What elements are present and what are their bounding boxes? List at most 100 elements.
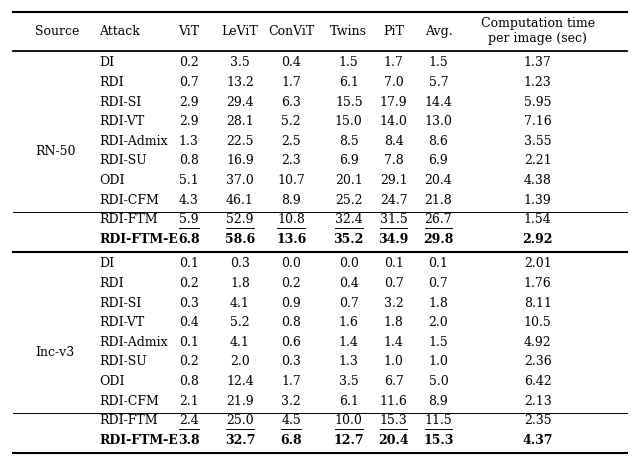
Text: 10.0: 10.0 [335, 414, 363, 427]
Text: 52.9: 52.9 [227, 213, 253, 226]
Text: RDI-FTM: RDI-FTM [99, 213, 158, 226]
Text: 10.8: 10.8 [277, 213, 305, 226]
Text: 1.54: 1.54 [524, 213, 552, 226]
Text: 10.5: 10.5 [524, 316, 552, 329]
Text: 3.5: 3.5 [230, 56, 250, 69]
Text: 0.4: 0.4 [179, 316, 199, 329]
Text: RDI-VT: RDI-VT [99, 316, 145, 329]
Text: 2.9: 2.9 [179, 96, 198, 108]
Text: RDI: RDI [99, 277, 124, 290]
Text: 29.8: 29.8 [423, 233, 454, 246]
Text: 1.3: 1.3 [179, 135, 199, 148]
Text: 8.9: 8.9 [282, 193, 301, 207]
Text: 5.2: 5.2 [282, 115, 301, 128]
Text: 5.2: 5.2 [230, 316, 250, 329]
Text: 5.7: 5.7 [429, 76, 448, 89]
Text: 1.7: 1.7 [282, 375, 301, 388]
Text: 32.4: 32.4 [335, 213, 363, 226]
Text: 28.1: 28.1 [226, 115, 254, 128]
Text: 14.0: 14.0 [380, 115, 408, 128]
Text: RDI-VT: RDI-VT [99, 115, 145, 128]
Text: 34.9: 34.9 [378, 233, 409, 246]
Text: 2.36: 2.36 [524, 355, 552, 368]
Text: 15.5: 15.5 [335, 96, 363, 108]
Text: RN-50: RN-50 [35, 145, 76, 158]
Text: 21.8: 21.8 [424, 193, 452, 207]
Text: 0.8: 0.8 [281, 316, 301, 329]
Text: 13.6: 13.6 [276, 233, 307, 246]
Text: 4.38: 4.38 [524, 174, 552, 187]
Text: 37.0: 37.0 [226, 174, 254, 187]
Text: 7.16: 7.16 [524, 115, 552, 128]
Text: 4.1: 4.1 [230, 297, 250, 309]
Text: ConViT: ConViT [268, 25, 314, 38]
Text: ODI: ODI [99, 174, 125, 187]
Text: RDI-CFM: RDI-CFM [99, 193, 159, 207]
Text: 6.8: 6.8 [178, 233, 200, 246]
Text: 21.9: 21.9 [226, 394, 254, 408]
Text: 8.9: 8.9 [429, 394, 448, 408]
Text: 46.1: 46.1 [226, 193, 254, 207]
Text: 1.8: 1.8 [383, 316, 404, 329]
Text: 2.5: 2.5 [282, 135, 301, 148]
Text: RDI: RDI [99, 76, 124, 89]
Text: 2.92: 2.92 [522, 233, 553, 246]
Text: 0.2: 0.2 [282, 277, 301, 290]
Text: 1.8: 1.8 [230, 277, 250, 290]
Text: 16.9: 16.9 [226, 154, 254, 167]
Text: Attack: Attack [99, 25, 140, 38]
Text: 13.2: 13.2 [226, 76, 254, 89]
Text: 1.6: 1.6 [339, 316, 359, 329]
Text: 1.5: 1.5 [339, 56, 358, 69]
Text: 0.4: 0.4 [339, 277, 359, 290]
Text: 3.5: 3.5 [339, 375, 358, 388]
Text: 5.0: 5.0 [429, 375, 448, 388]
Text: 11.5: 11.5 [424, 414, 452, 427]
Text: 25.0: 25.0 [226, 414, 254, 427]
Text: 2.1: 2.1 [179, 394, 198, 408]
Text: 25.2: 25.2 [335, 193, 362, 207]
Text: 0.2: 0.2 [179, 56, 198, 69]
Text: 0.7: 0.7 [339, 297, 358, 309]
Text: 1.4: 1.4 [383, 336, 404, 349]
Text: 58.6: 58.6 [225, 233, 255, 246]
Text: 17.9: 17.9 [380, 96, 408, 108]
Text: 0.4: 0.4 [281, 56, 301, 69]
Text: 6.3: 6.3 [281, 96, 301, 108]
Text: 0.0: 0.0 [339, 257, 359, 270]
Text: RDI-FTM: RDI-FTM [99, 414, 158, 427]
Text: 8.4: 8.4 [383, 135, 404, 148]
Text: 31.5: 31.5 [380, 213, 408, 226]
Text: 4.37: 4.37 [522, 434, 553, 447]
Text: 0.8: 0.8 [179, 375, 199, 388]
Text: 0.2: 0.2 [179, 277, 198, 290]
Text: DI: DI [99, 257, 115, 270]
Text: LeViT: LeViT [221, 25, 259, 38]
Text: 0.1: 0.1 [383, 257, 404, 270]
Text: 0.1: 0.1 [179, 257, 199, 270]
Text: 8.11: 8.11 [524, 297, 552, 309]
Text: 6.1: 6.1 [339, 76, 359, 89]
Text: 2.21: 2.21 [524, 154, 552, 167]
Text: Twins: Twins [330, 25, 367, 38]
Text: 2.13: 2.13 [524, 394, 552, 408]
Text: 1.37: 1.37 [524, 56, 552, 69]
Text: 24.7: 24.7 [380, 193, 408, 207]
Text: RDI-SU: RDI-SU [99, 355, 147, 368]
Text: 14.4: 14.4 [424, 96, 452, 108]
Text: RDI-SI: RDI-SI [99, 96, 141, 108]
Text: 5.9: 5.9 [179, 213, 198, 226]
Text: 0.0: 0.0 [281, 257, 301, 270]
Text: 1.8: 1.8 [428, 297, 449, 309]
Text: 1.3: 1.3 [339, 355, 359, 368]
Text: PiT: PiT [383, 25, 404, 38]
Text: Inc-v3: Inc-v3 [35, 346, 74, 359]
Text: DI: DI [99, 56, 115, 69]
Text: 2.01: 2.01 [524, 257, 552, 270]
Text: 3.55: 3.55 [524, 135, 552, 148]
Text: 0.3: 0.3 [281, 355, 301, 368]
Text: 6.42: 6.42 [524, 375, 552, 388]
Text: 4.1: 4.1 [230, 336, 250, 349]
Text: 12.4: 12.4 [226, 375, 254, 388]
Text: 1.76: 1.76 [524, 277, 552, 290]
